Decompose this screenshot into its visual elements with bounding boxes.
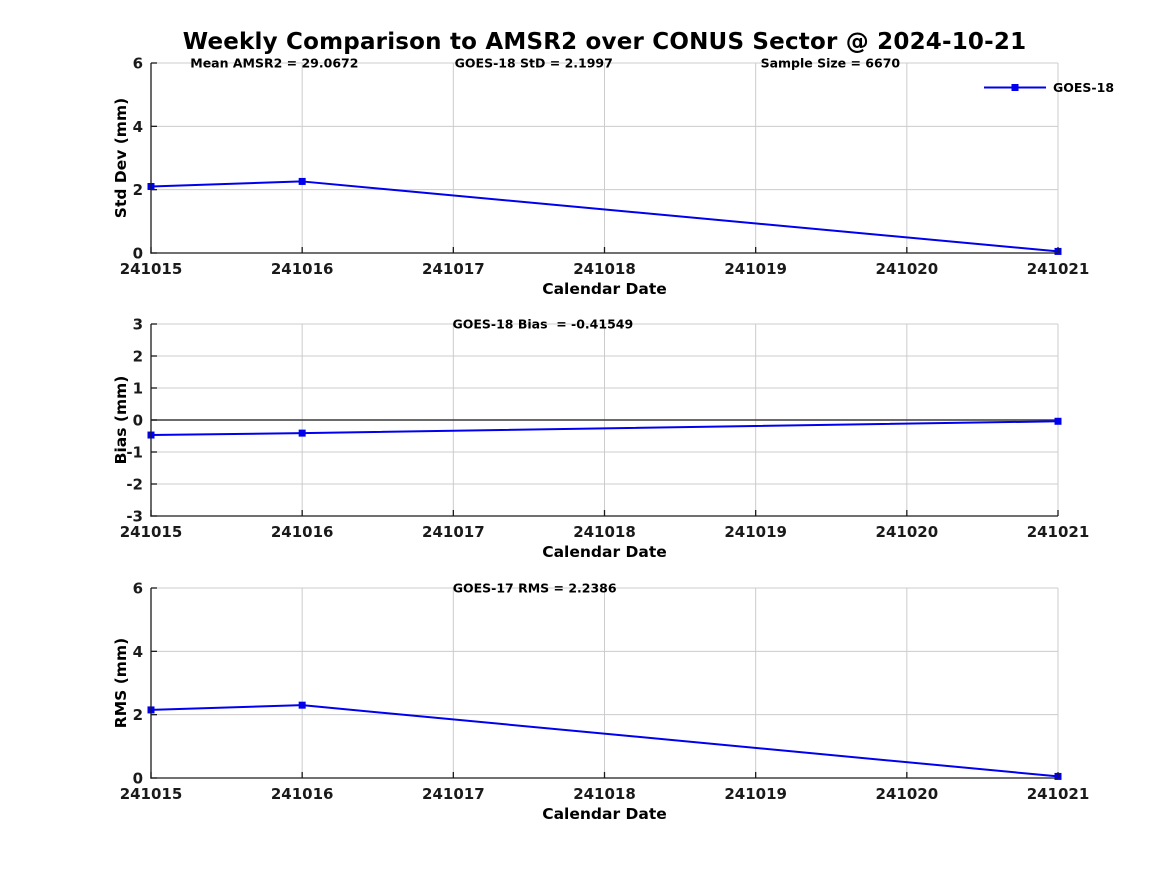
x-tick-label: 241015 xyxy=(120,785,183,803)
chart-title: Weekly Comparison to AMSR2 over CONUS Se… xyxy=(182,29,1027,55)
subplot-stddev: 241015 241016 241017 241018 241019 241020 2410… xyxy=(112,55,1089,299)
x-tick-label: 241020 xyxy=(876,785,939,803)
data-point-marker xyxy=(298,429,306,437)
y-tick-label: -2 xyxy=(126,476,143,494)
legend-line-icon xyxy=(984,84,1046,91)
y-tick-label: 2 xyxy=(133,181,143,199)
legend-label: GOES-18 xyxy=(1053,80,1115,95)
x-tick-label: 241015 xyxy=(120,260,183,278)
y-axis-label: RMS (mm) xyxy=(112,638,130,728)
x-tick-label: 241018 xyxy=(573,523,636,541)
x-tick-label: 241020 xyxy=(876,523,939,541)
stat-annotation: Mean AMSR2 = 29.0672 xyxy=(190,56,358,71)
x-tick-label: 241017 xyxy=(422,260,485,278)
x-axis-label: Calendar Date xyxy=(542,805,667,823)
x-tick-label: 241017 xyxy=(422,785,485,803)
y-axis-label: Bias (mm) xyxy=(112,376,130,465)
x-tick-label: 241021 xyxy=(1027,523,1090,541)
y-tick-label: 0 xyxy=(133,412,143,430)
y-tick-label: 0 xyxy=(133,245,143,263)
x-tick-label: 241020 xyxy=(876,260,939,278)
y-tick-label: -1 xyxy=(126,444,143,462)
data-point-marker xyxy=(1054,417,1062,425)
data-point-marker xyxy=(298,701,306,709)
subplot-bias: 241015 241016 241017 241018 241019 241020 2410… xyxy=(112,316,1089,562)
y-tick-label: 4 xyxy=(133,643,143,661)
x-tick-label: 241018 xyxy=(573,260,636,278)
y-tick-label: 6 xyxy=(133,580,143,598)
y-tick-label: 2 xyxy=(133,348,143,366)
data-point-marker xyxy=(298,177,306,185)
y-tick-label: -3 xyxy=(126,508,143,526)
x-axis-label: Calendar Date xyxy=(542,543,667,561)
y-tick-label: 4 xyxy=(133,118,143,136)
legend: GOES-18 xyxy=(984,80,1114,95)
x-tick-label: 241019 xyxy=(724,523,787,541)
x-tick-label: 241016 xyxy=(271,523,334,541)
x-tick-label: 241018 xyxy=(573,785,636,803)
y-tick-label: 6 xyxy=(133,55,143,73)
stat-annotation: GOES-18 Bias = -0.41549 xyxy=(452,317,633,332)
x-tick-label: 241019 xyxy=(724,260,787,278)
x-tick-label: 241016 xyxy=(271,260,334,278)
subplot-rms: 241015 241016 241017 241018 241019 241020 2410… xyxy=(112,580,1089,824)
x-tick-label: 241016 xyxy=(271,785,334,803)
x-axis-label: Calendar Date xyxy=(542,280,667,298)
y-tick-label: 1 xyxy=(133,380,143,398)
x-tick-label: 241019 xyxy=(724,785,787,803)
x-tick-label: 241021 xyxy=(1027,785,1090,803)
stat-annotation: GOES-18 StD = 2.1997 xyxy=(455,56,613,71)
y-tick-label: 2 xyxy=(133,706,143,724)
x-tick-label: 241017 xyxy=(422,523,485,541)
y-axis-label: Std Dev (mm) xyxy=(112,98,130,218)
stat-annotation: Sample Size = 6670 xyxy=(761,56,901,71)
x-tick-label: 241021 xyxy=(1027,260,1090,278)
y-tick-label: 3 xyxy=(133,316,143,334)
x-tick-label: 241015 xyxy=(120,523,183,541)
y-tick-label: 0 xyxy=(133,770,143,788)
stat-annotation: GOES-17 RMS = 2.2386 xyxy=(453,581,617,596)
